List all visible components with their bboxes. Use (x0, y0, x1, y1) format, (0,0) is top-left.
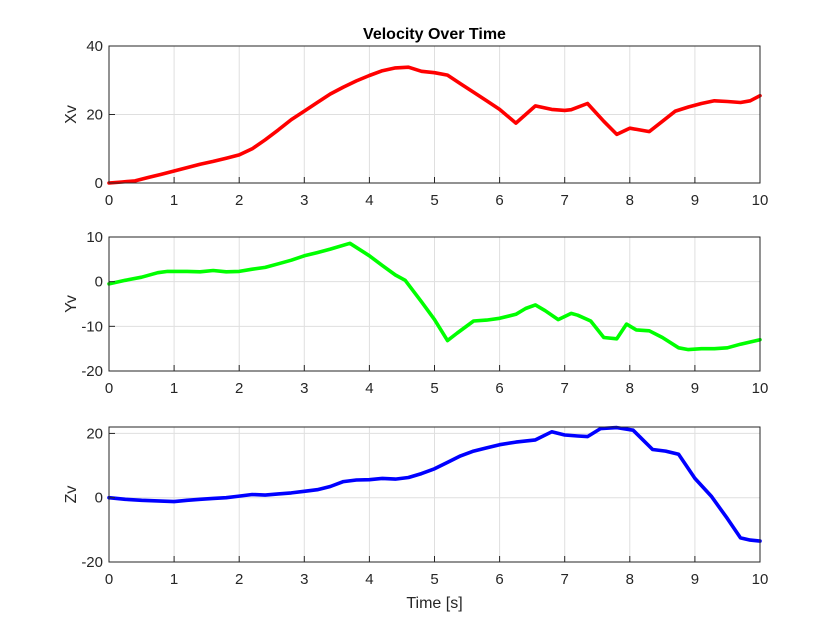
zv-y-tick-label: 20 (86, 425, 103, 442)
yv-x-tick-label: 8 (626, 380, 634, 397)
xv-y-axis-label: Xv (63, 105, 80, 124)
xv-x-tick-label: 1 (170, 192, 178, 209)
zv-x-tick-label: 3 (300, 571, 308, 588)
yv-x-tick-label: 4 (365, 380, 373, 397)
zv-x-tick-label: 8 (626, 571, 634, 588)
xv-y-tick-label: 20 (86, 107, 103, 124)
yv-series-line (107, 241, 762, 352)
zv-y-axis-label: Zv (63, 486, 80, 504)
zv-y-tick-label: -20 (81, 554, 103, 571)
yv-x-tick-label: 9 (691, 380, 699, 397)
xv-subplot: 0 1 2 3 4 5 6 7 8 9 10 0 20 40 Velocity Over Time Xv (63, 26, 768, 209)
xv-x-tick-label: 4 (365, 192, 373, 209)
yv-y-tick-label: 10 (86, 229, 103, 246)
zv-x-tick-label: 4 (365, 571, 373, 588)
yv-y-tick-label: -20 (81, 363, 103, 380)
yv-x-tick-label: 5 (430, 380, 438, 397)
zv-x-tick-label: 5 (430, 571, 438, 588)
zv-x-tick-label: 0 (105, 571, 113, 588)
yv-x-tick-label: 2 (235, 380, 243, 397)
zv-x-tick-label: 10 (752, 571, 769, 588)
yv-y-tick-label: 0 (95, 274, 103, 291)
xv-series-line (107, 65, 762, 185)
yv-x-tick-label: 7 (561, 380, 569, 397)
zv-series-line (107, 425, 762, 543)
yv-subplot: 0 1 2 3 4 5 6 7 8 9 10 -20 -10 0 10 Yv (63, 229, 768, 397)
zv-x-tick-label: 2 (235, 571, 243, 588)
zv-x-tick-label: 7 (561, 571, 569, 588)
yv-y-tick-label: -10 (81, 318, 103, 335)
zv-y-tick-label: 0 (95, 490, 103, 507)
yv-x-tick-label: 10 (752, 380, 769, 397)
xv-x-tick-label: 6 (495, 192, 503, 209)
yv-x-tick-label: 3 (300, 380, 308, 397)
xv-x-tick-label: 5 (430, 192, 438, 209)
xv-x-tick-label: 7 (561, 192, 569, 209)
zv-x-tick-label: 9 (691, 571, 699, 588)
zv-x-tick-label: 1 (170, 571, 178, 588)
xv-x-tick-label: 0 (105, 192, 113, 209)
xv-x-tick-label: 3 (300, 192, 308, 209)
yv-y-axis-label: Yv (63, 295, 80, 313)
time-x-axis-label: Time [s] (406, 595, 462, 612)
zv-x-tick-label: 6 (495, 571, 503, 588)
xv-y-tick-label: 40 (86, 38, 103, 55)
xv-x-tick-label: 9 (691, 192, 699, 209)
xv-x-tick-label: 2 (235, 192, 243, 209)
yv-x-tick-label: 0 (105, 380, 113, 397)
xv-y-tick-label: 0 (95, 175, 103, 192)
yv-x-tick-label: 6 (495, 380, 503, 397)
yv-x-tick-label: 1 (170, 380, 178, 397)
xv-x-tick-label: 8 (626, 192, 634, 209)
xv-x-tick-label: 10 (752, 192, 769, 209)
chart-title: Velocity Over Time (363, 26, 506, 43)
